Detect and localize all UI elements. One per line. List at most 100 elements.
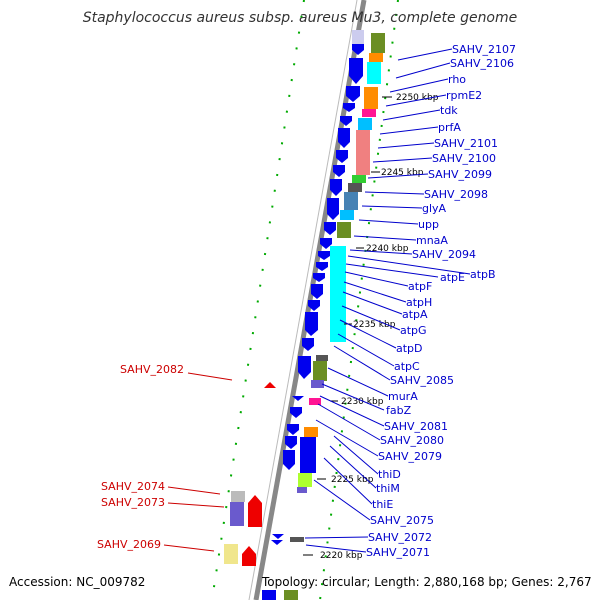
gene-label[interactable]: SAHV_2074 <box>101 480 165 493</box>
gene-arrow-forward[interactable] <box>283 450 295 470</box>
gene-arrow-forward[interactable] <box>262 590 276 600</box>
kbp-label: 2250 kbp <box>396 93 439 103</box>
gene-arrow-forward[interactable] <box>320 238 332 249</box>
gene-arrow-forward[interactable] <box>305 312 318 336</box>
gene-label[interactable]: atpF <box>408 280 432 293</box>
gene-arrow-forward[interactable] <box>343 103 355 112</box>
cog-feature-track <box>284 33 385 600</box>
gene-label[interactable]: SAHV_2098 <box>424 188 488 201</box>
gene-arrow-forward[interactable] <box>333 165 345 177</box>
cog-block <box>340 210 354 220</box>
gene-label[interactable]: glyA <box>422 202 447 215</box>
gene-label[interactable]: SAHV_2094 <box>412 248 476 261</box>
gene-arrow-forward[interactable] <box>311 380 324 388</box>
gene-label[interactable]: SAHV_2082 <box>120 363 184 376</box>
gene-arrow-reverse[interactable] <box>264 382 276 388</box>
gene-arrow-forward[interactable] <box>340 116 352 126</box>
gene-label[interactable]: SAHV_2106 <box>450 57 514 70</box>
gene-label[interactable]: SAHV_2075 <box>370 514 434 527</box>
kbp-label: 2225 kbp <box>331 475 374 485</box>
gene-arrow-reverse[interactable] <box>242 546 256 566</box>
gene-arrow-forward[interactable] <box>349 58 363 84</box>
gene-arrow-forward[interactable] <box>285 436 297 449</box>
gene-label[interactable]: SAHV_2107 <box>452 43 516 56</box>
reverse-label-leaders <box>163 372 233 552</box>
reverse-gene-track <box>224 382 276 566</box>
gene-label[interactable]: atpB <box>470 268 496 281</box>
gene-arrow-forward[interactable] <box>290 407 302 418</box>
gene-label[interactable]: atpG <box>400 324 427 337</box>
gene-label[interactable]: SAHV_2081 <box>384 420 448 433</box>
gene-arrow-forward[interactable] <box>297 487 307 493</box>
gene-label[interactable]: SAHV_2079 <box>378 450 442 463</box>
gene-label[interactable]: SAHV_2101 <box>434 137 498 150</box>
gene-arrow-forward[interactable] <box>313 273 325 282</box>
gene-label[interactable]: SAHV_2072 <box>368 531 432 544</box>
gene-arrow-forward[interactable] <box>287 424 299 435</box>
gene-label[interactable]: upp <box>418 218 439 231</box>
cog-block <box>300 437 316 473</box>
gene-arrow-forward[interactable] <box>324 222 336 235</box>
cog-block <box>364 87 378 109</box>
gene-label[interactable]: SAHV_2073 <box>101 496 165 509</box>
cog-block <box>362 109 376 117</box>
gene-arrow-forward[interactable] <box>298 356 311 379</box>
inner-dot-track <box>319 0 399 600</box>
gene-arrow-forward[interactable] <box>292 396 304 401</box>
gene-arrow-forward[interactable] <box>346 86 360 102</box>
gene-label[interactable]: SAHV_2099 <box>428 168 492 181</box>
gene-label[interactable]: SAHV_2100 <box>432 152 496 165</box>
gene-label[interactable]: SAHV_2071 <box>366 546 430 559</box>
cog-block <box>369 53 383 62</box>
cog-block <box>344 192 358 210</box>
gene-label[interactable]: atpA <box>402 308 428 321</box>
cog-block <box>304 427 318 437</box>
gene-arrow-forward[interactable] <box>316 262 328 271</box>
gene-label[interactable]: thiE <box>372 498 393 511</box>
cog-block <box>356 130 370 175</box>
gene-arrow-forward[interactable] <box>311 284 323 299</box>
gene-label[interactable]: atpC <box>394 360 420 373</box>
kbp-label: 2245 kbp <box>381 168 424 178</box>
gene-label[interactable]: SAHV_2069 <box>97 538 161 551</box>
gene-label[interactable]: rpmE2 <box>446 89 482 102</box>
cog-block <box>231 491 245 502</box>
gene-label[interactable]: atpH <box>406 296 432 309</box>
gene-label[interactable]: atpD <box>396 342 423 355</box>
cog-block <box>337 222 351 238</box>
gene-arrow-forward[interactable] <box>352 30 364 44</box>
gene-arrow-reverse[interactable] <box>248 495 262 527</box>
gene-label[interactable]: rho <box>448 73 466 86</box>
gene-arrow-forward[interactable] <box>352 44 364 55</box>
gene-arrow-forward[interactable] <box>330 179 342 196</box>
gene-label[interactable]: thiM <box>376 482 400 495</box>
kbp-label: 2220 kbp <box>320 551 363 561</box>
gene-arrow-forward[interactable] <box>336 150 348 163</box>
gene-label[interactable]: fabZ <box>386 404 412 417</box>
cog-block <box>348 183 362 192</box>
gene-label[interactable]: atpE <box>440 271 465 284</box>
cog-block <box>358 118 372 130</box>
gene-arrow-forward[interactable] <box>318 251 330 260</box>
gene-label[interactable]: SAHV_2080 <box>380 434 444 447</box>
forward-gene-labels: SAHV_2107 SAHV_2106 rho rpmE2 tdk prfA S… <box>366 43 516 559</box>
gene-arrow-forward[interactable] <box>272 534 284 539</box>
gene-label[interactable]: mnaA <box>416 234 448 247</box>
gene-arrow-forward[interactable] <box>271 540 283 545</box>
gene-arrow-forward[interactable] <box>308 300 320 311</box>
cog-block <box>367 62 381 84</box>
cog-block <box>309 398 321 405</box>
gene-arrow-forward[interactable] <box>338 128 350 148</box>
gene-arrow-forward[interactable] <box>327 198 339 220</box>
gene-label[interactable]: prfA <box>438 121 461 134</box>
cog-block <box>224 544 238 564</box>
gene-label[interactable]: tdk <box>440 104 458 117</box>
kbp-label: 2235 kbp <box>353 320 396 330</box>
cog-block <box>230 502 244 526</box>
gene-label[interactable]: thiD <box>378 468 401 481</box>
gene-label[interactable]: murA <box>388 390 418 403</box>
gene-arrow-forward[interactable] <box>302 338 314 351</box>
gene-label[interactable]: SAHV_2085 <box>390 374 454 387</box>
accession-label: Accession: NC_009782 <box>9 575 146 589</box>
